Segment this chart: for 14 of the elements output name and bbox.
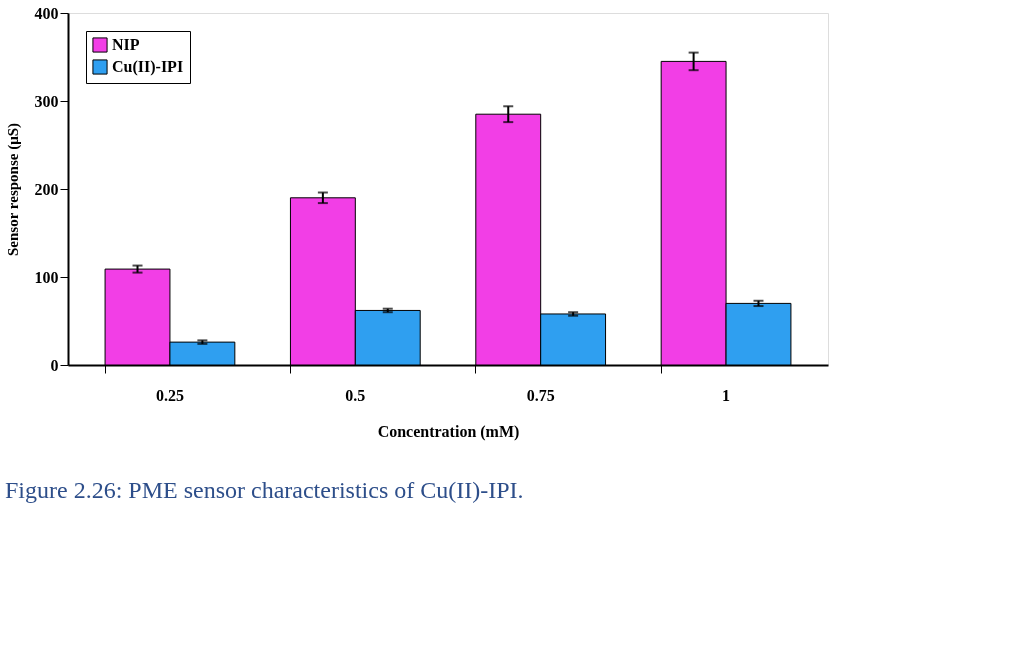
x-tick-label: 1 bbox=[722, 386, 731, 404]
y-tick-label: 200 bbox=[34, 180, 59, 198]
caption: Figure 2.26: PME sensor characteristics of Cu(II)-IPI. bbox=[5, 477, 524, 503]
y-tick-label: 0 bbox=[50, 356, 59, 374]
legend-label: NIP bbox=[112, 36, 140, 53]
y-tick-label: 300 bbox=[34, 92, 59, 110]
x-tick-label: 0.25 bbox=[155, 386, 184, 404]
x-axis-title: Concentration (mM) bbox=[377, 422, 520, 441]
y-axis-title: Sensor response (μS) bbox=[4, 123, 22, 256]
y-tick-label: 400 bbox=[34, 4, 59, 22]
y-tick-label: 100 bbox=[34, 268, 59, 286]
x-tick-label: 0.75 bbox=[526, 386, 555, 404]
x-tick-label: 0.5 bbox=[345, 386, 366, 404]
legend-label: Cu(II)-IPI bbox=[112, 58, 184, 76]
